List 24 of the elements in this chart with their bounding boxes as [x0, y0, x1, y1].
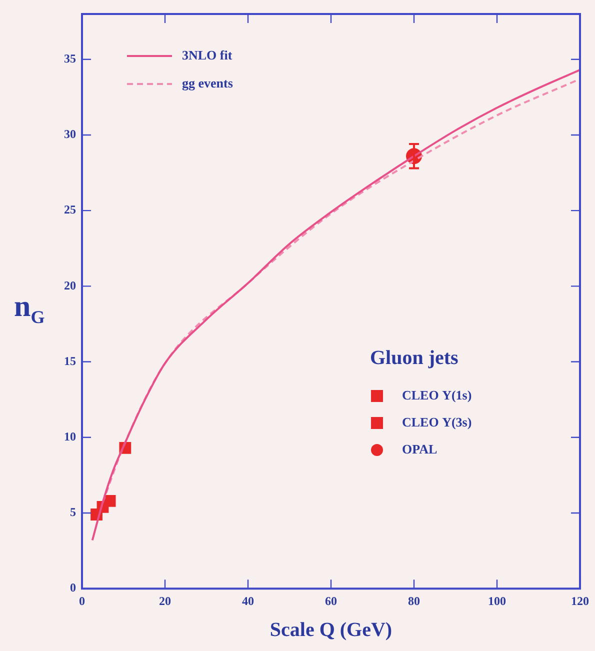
y-tick-label: 5 [70, 505, 76, 520]
x-tick-label: 0 [79, 594, 85, 608]
x-tick-label: 120 [571, 594, 589, 608]
y-tick-label: 10 [64, 429, 76, 444]
legend-title: Gluon jets [370, 347, 459, 370]
y-tick-label: 15 [64, 354, 76, 368]
legend-label: CLEO Υ(3s) [402, 414, 472, 430]
x-tick-label: 80 [408, 594, 420, 608]
y-tick-label: 25 [64, 202, 76, 217]
y-tick-label: 0 [70, 580, 76, 595]
x-tick-label: 40 [242, 594, 254, 608]
legend-label: gg events [182, 75, 233, 90]
legend-label: 3NLO fit [182, 47, 233, 62]
x-tick-label: 60 [325, 594, 337, 608]
y-tick-label: 35 [64, 51, 76, 66]
legend-label: OPAL [402, 441, 438, 456]
x-axis-title: Scale Q (GeV) [270, 619, 392, 642]
x-tick-label: 20 [159, 594, 171, 608]
legend-label: CLEO Υ(1s) [402, 387, 472, 402]
y-tick-label: 30 [64, 127, 76, 142]
y-axis-title: n$_{G}$ [14, 290, 45, 328]
x-tick-label: 100 [488, 594, 506, 608]
y-tick-label: 20 [64, 278, 76, 292]
point [104, 494, 116, 507]
